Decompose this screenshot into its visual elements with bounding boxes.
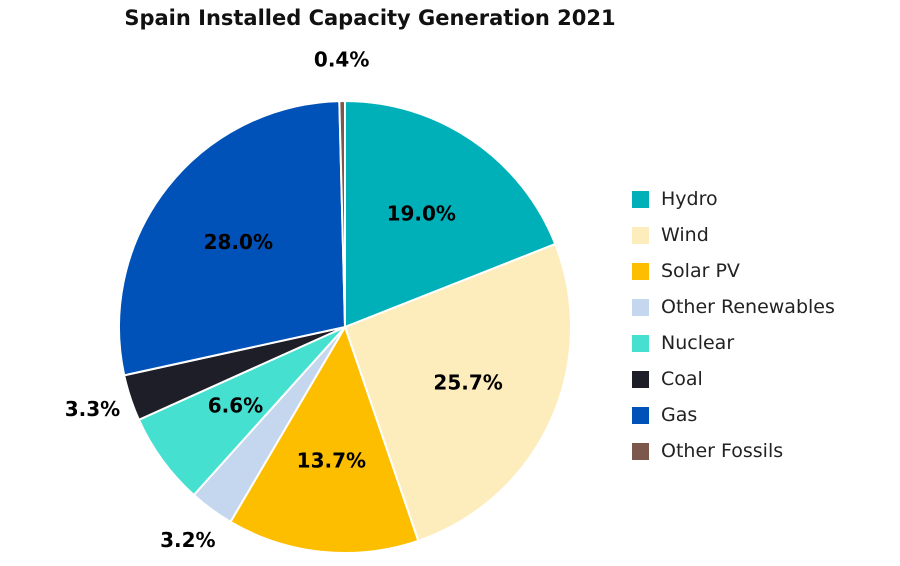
legend-swatch	[632, 298, 649, 316]
legend-label: Coal	[661, 368, 703, 390]
legend-item-nuclear: Nuclear	[632, 325, 835, 361]
legend: Hydro Wind Solar PV Other Renewables Nuclear…	[632, 181, 835, 469]
legend-swatch	[632, 190, 649, 208]
legend-label: Wind	[661, 224, 709, 246]
legend-item-coal: Coal	[632, 361, 835, 397]
legend-item-other-fossils: Other Fossils	[632, 433, 835, 469]
legend-swatch	[632, 406, 649, 424]
legend-item-gas: Gas	[632, 397, 835, 433]
legend-label: Nuclear	[661, 332, 735, 354]
pie-slice-wind	[343, 242, 572, 543]
data-label-gas: 28.0%	[204, 230, 273, 254]
legend-swatch	[632, 226, 649, 244]
legend-label: Hydro	[661, 188, 718, 210]
legend-swatch	[632, 370, 649, 388]
legend-label: Solar PV	[661, 260, 740, 282]
pie-slice-solar-pv	[229, 324, 420, 554]
legend-swatch	[632, 334, 649, 352]
legend-swatch	[632, 442, 649, 460]
pie-slice-hydro	[344, 99, 557, 329]
legend-item-solar-pv: Solar PV	[632, 253, 835, 289]
legend-item-hydro: Hydro	[632, 181, 835, 217]
data-label-nuclear: 6.6%	[208, 393, 263, 417]
pie-slice-other-fossils	[338, 99, 346, 328]
legend-label: Other Renewables	[661, 296, 835, 318]
legend-label: Other Fossils	[661, 440, 784, 462]
data-label-hydro: 19.0%	[387, 201, 456, 225]
chart-title: Spain Installed Capacity Generation 2021	[124, 6, 616, 30]
pie-slice-gas	[118, 100, 347, 377]
data-label-coal: 3.3%	[65, 397, 120, 421]
legend-item-other-renewables: Other Renewables	[632, 289, 835, 325]
data-label-solar-pv: 13.7%	[297, 448, 366, 472]
data-label-wind: 25.7%	[433, 370, 502, 394]
data-label-other-fossils: 0.4%	[314, 48, 369, 72]
legend-item-wind: Wind	[632, 217, 835, 253]
legend-swatch	[632, 262, 649, 280]
legend-label: Gas	[661, 404, 698, 426]
data-label-other-renewables: 3.2%	[160, 528, 215, 552]
